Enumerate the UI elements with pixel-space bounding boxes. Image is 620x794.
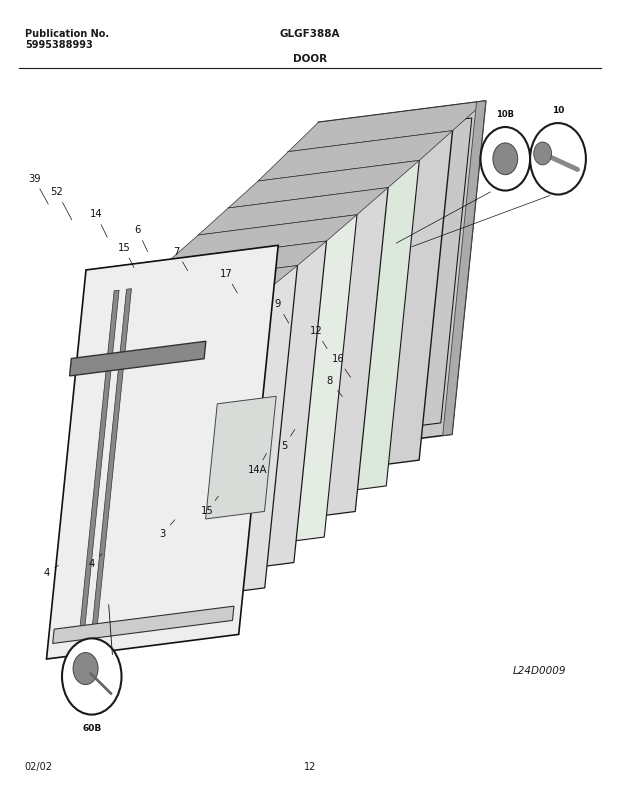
Text: 4: 4 (43, 565, 58, 578)
Text: 52: 52 (51, 187, 72, 220)
Polygon shape (206, 396, 276, 519)
Text: 17: 17 (220, 269, 237, 293)
Circle shape (62, 638, 122, 715)
Polygon shape (258, 130, 453, 181)
Polygon shape (198, 187, 388, 235)
Circle shape (493, 143, 518, 175)
Text: 10: 10 (552, 106, 564, 115)
Polygon shape (53, 606, 234, 643)
Text: 3: 3 (159, 520, 175, 538)
Polygon shape (106, 265, 298, 608)
Text: 39: 39 (28, 174, 48, 204)
Polygon shape (136, 241, 327, 583)
Text: Publication No.: Publication No. (25, 29, 109, 39)
Polygon shape (255, 130, 453, 481)
Polygon shape (86, 245, 278, 308)
Polygon shape (443, 101, 486, 435)
Text: ReplacementParts.com: ReplacementParts.com (246, 402, 374, 411)
Polygon shape (92, 289, 131, 632)
Text: 12: 12 (304, 761, 316, 772)
Circle shape (480, 127, 530, 191)
Circle shape (73, 653, 98, 684)
Polygon shape (46, 245, 278, 659)
Text: 6: 6 (135, 225, 148, 252)
Circle shape (530, 123, 586, 195)
Text: 4: 4 (89, 553, 102, 569)
Text: 5: 5 (281, 430, 295, 451)
Polygon shape (169, 214, 357, 261)
Polygon shape (109, 265, 298, 308)
Text: 10B: 10B (496, 110, 515, 119)
Polygon shape (166, 214, 357, 557)
Polygon shape (195, 187, 388, 532)
Text: 16: 16 (332, 354, 350, 377)
Text: L24D0009: L24D0009 (513, 666, 566, 676)
Circle shape (534, 142, 552, 165)
Text: 02/02: 02/02 (25, 761, 53, 772)
Text: 60B: 60B (82, 724, 102, 733)
Text: GLGF388A: GLGF388A (280, 29, 340, 39)
Polygon shape (139, 241, 327, 286)
Text: 15: 15 (202, 496, 218, 515)
Text: 15: 15 (118, 243, 134, 268)
Text: 5995388993: 5995388993 (25, 40, 92, 50)
Text: 9: 9 (275, 299, 289, 323)
Text: 14: 14 (90, 210, 107, 237)
Polygon shape (69, 341, 206, 376)
Text: 8: 8 (327, 376, 342, 396)
Polygon shape (76, 287, 270, 634)
Polygon shape (288, 101, 486, 152)
Polygon shape (228, 160, 419, 208)
Polygon shape (285, 101, 486, 456)
Polygon shape (225, 160, 419, 507)
Text: 7: 7 (174, 247, 188, 271)
Text: 12: 12 (310, 326, 327, 349)
Polygon shape (79, 291, 119, 634)
Text: DOOR: DOOR (293, 54, 327, 64)
Text: 14A: 14A (247, 453, 267, 475)
